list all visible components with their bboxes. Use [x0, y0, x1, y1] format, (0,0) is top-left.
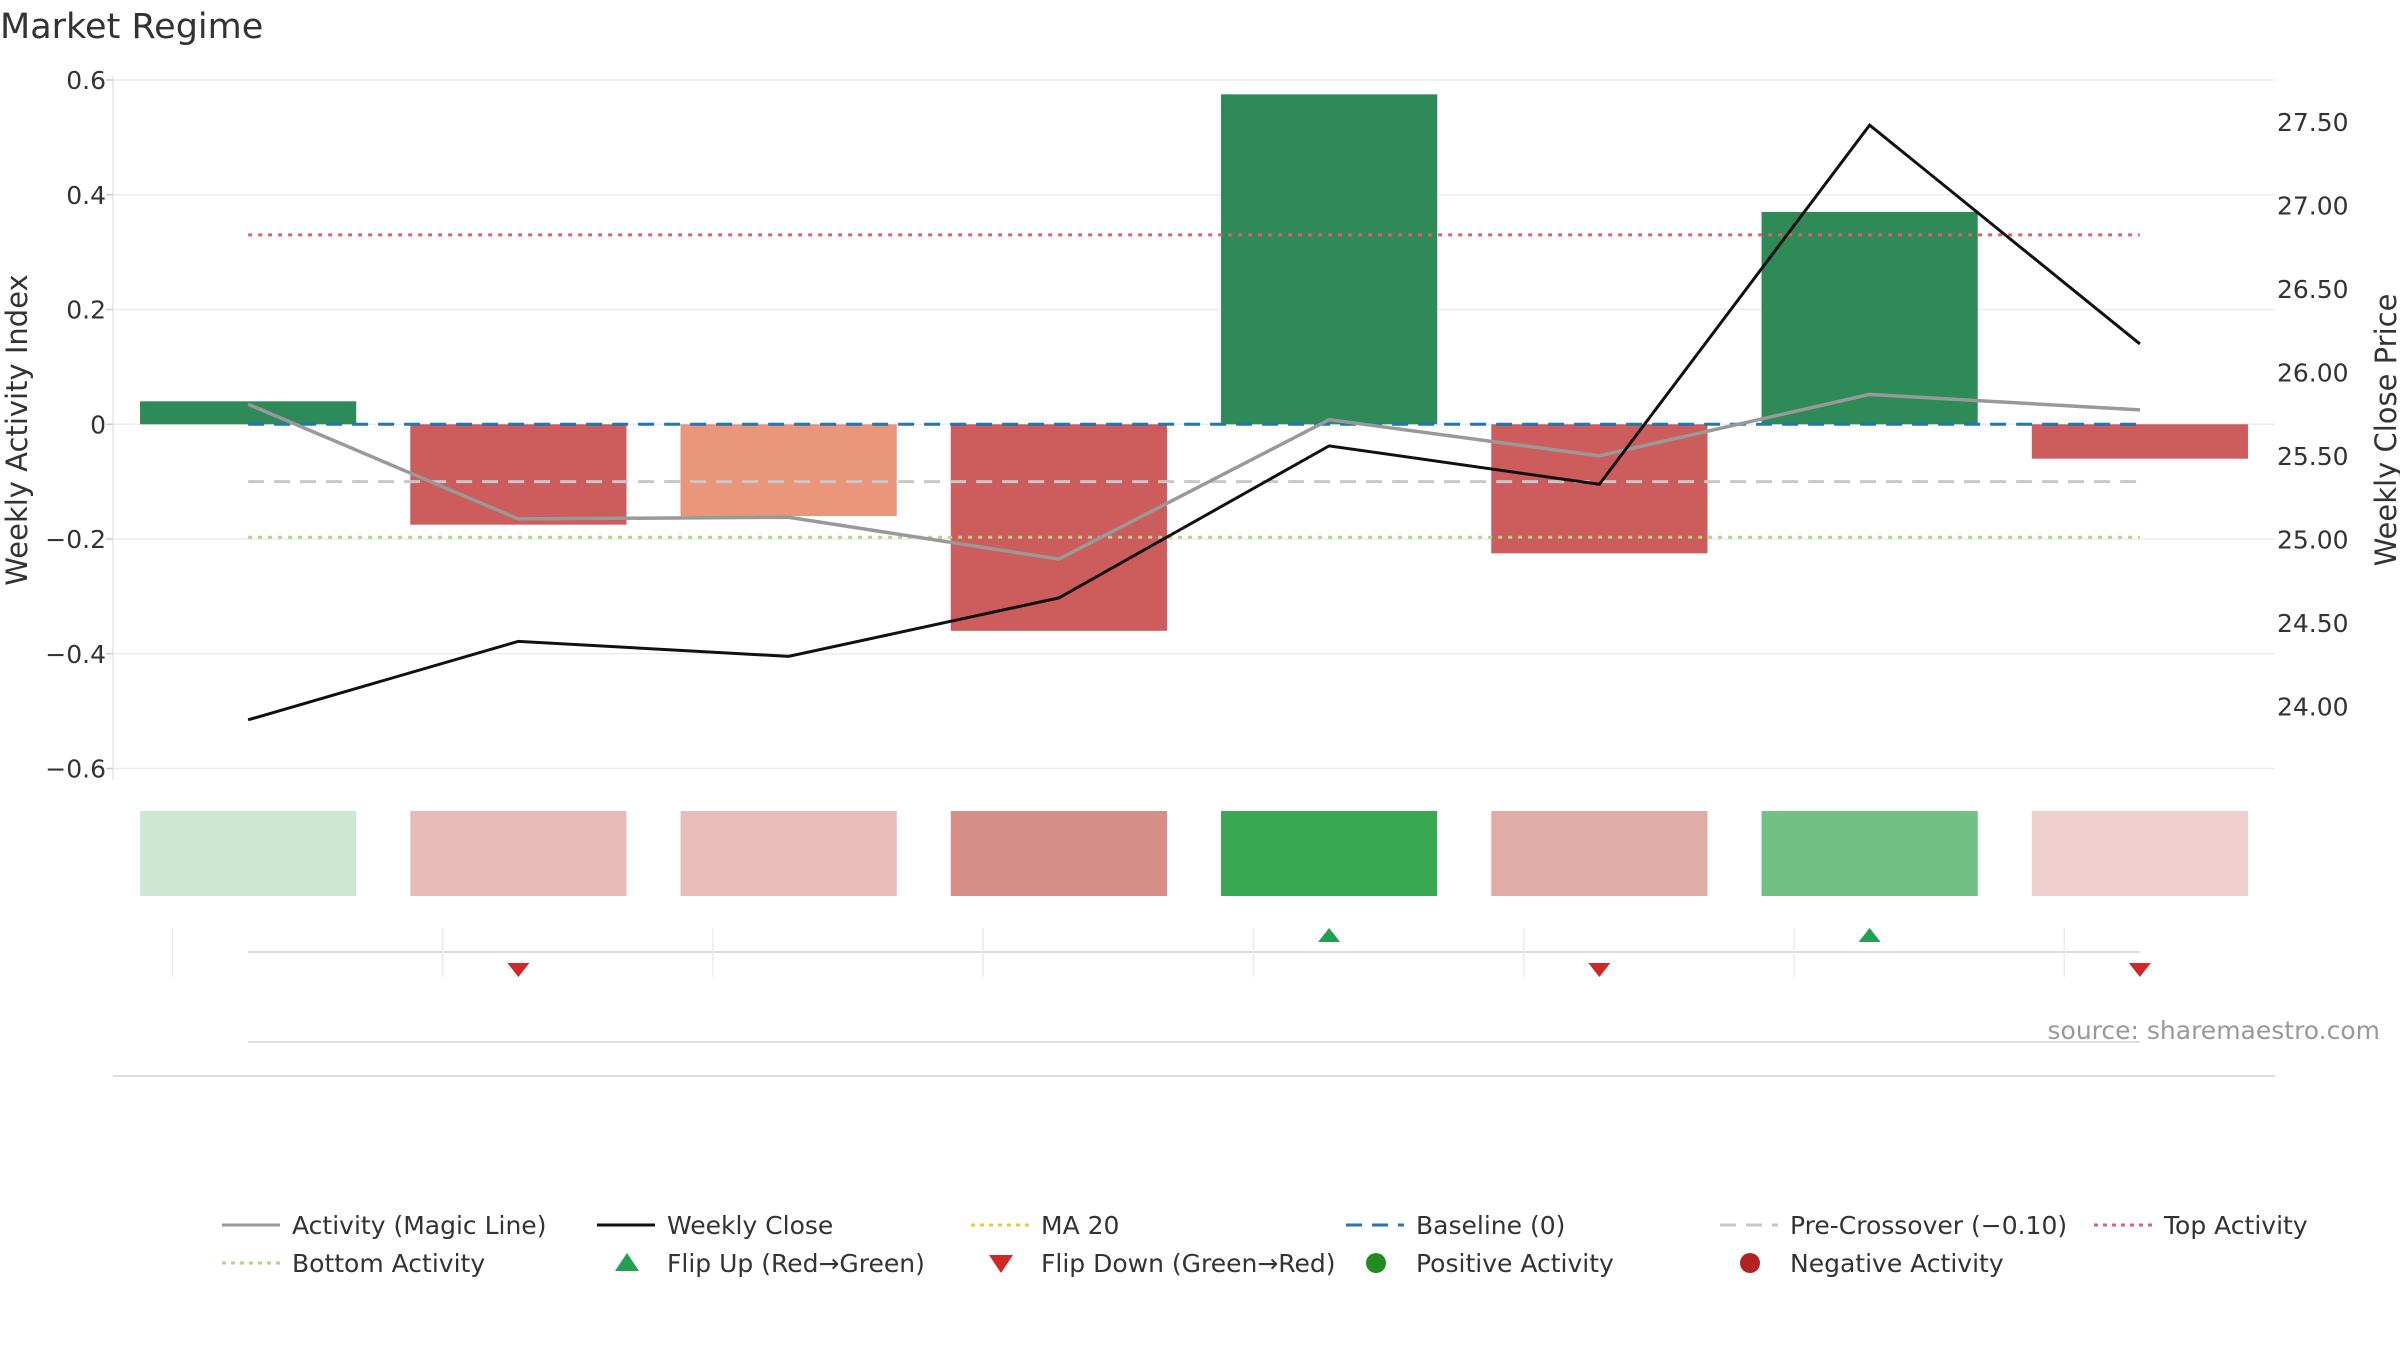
left-axis-label: Weekly Activity Index	[0, 274, 34, 585]
activity-bar	[950, 424, 1167, 631]
flip-up-marker	[1318, 928, 1341, 942]
legend-item: Flip Up (Red→Green)	[615, 1249, 925, 1278]
heat-strip-cell	[1221, 811, 1438, 896]
activity-bar	[680, 424, 897, 517]
legend-label: Flip Up (Red→Green)	[667, 1249, 925, 1278]
legend-swatch	[615, 1253, 639, 1271]
legend-label: Negative Activity	[1790, 1249, 2004, 1278]
left-tick-label: −0.2	[45, 525, 106, 554]
heat-strip-cell	[410, 811, 627, 896]
activity-bar	[140, 401, 357, 425]
lines-layer	[247, 122, 2141, 722]
flip-up-marker	[1858, 928, 1881, 942]
left-tick-label: 0.4	[66, 181, 106, 210]
activity-bar	[1491, 424, 1708, 554]
right-tick-label: 25.50	[2277, 442, 2349, 471]
left-tick-label: −0.4	[45, 640, 106, 669]
right-tick-label: 27.50	[2277, 108, 2349, 137]
flip-down-marker	[2128, 963, 2151, 977]
legend-item: MA 20	[971, 1211, 1119, 1240]
heat-strip-cell	[1761, 811, 1978, 896]
legend-label: Pre-Crossover (−0.10)	[1790, 1211, 2067, 1240]
right-tick-label: 26.50	[2277, 275, 2349, 304]
heat-strip-cell	[680, 811, 897, 896]
reference-lines-layer	[248, 233, 2140, 539]
left-tick-label: 0	[90, 410, 106, 439]
left-tick-label: 0.6	[66, 66, 106, 95]
activity-bar	[1761, 211, 1978, 425]
right-tick-label: 27.00	[2277, 191, 2349, 220]
right-tick-label: 25.00	[2277, 525, 2349, 554]
heat-strip-cell	[140, 811, 357, 896]
flip-markers-layer	[113, 928, 2275, 1077]
right-tick-label: 24.50	[2277, 609, 2349, 638]
activity-bar	[410, 424, 627, 525]
legend-label: MA 20	[1041, 1211, 1119, 1240]
flip-down-marker	[1588, 963, 1611, 977]
legend-swatch	[1366, 1253, 1386, 1273]
heat-strip-cell	[2031, 811, 2248, 896]
right-tick-label: 26.00	[2277, 358, 2349, 387]
heat-strip-cell	[950, 811, 1167, 896]
legend: Activity (Magic Line) Weekly Close MA 20 Ba…	[222, 1211, 2308, 1278]
legend-swatch	[989, 1255, 1013, 1273]
ticks-layer: 0.6 0.4 0.2 0 −0.2 −0.4 −0.6 27.50 27.00 26.50 26.…	[45, 66, 2348, 784]
left-tick-label: −0.6	[45, 755, 106, 784]
magic-line	[247, 392, 2140, 561]
legend-item: Pre-Crossover (−0.10)	[1720, 1211, 2067, 1240]
weekly-close-line	[247, 122, 2141, 722]
activity-bar	[2031, 424, 2248, 459]
legend-label: Positive Activity	[1416, 1249, 1614, 1278]
legend-item: Flip Down (Green→Red)	[989, 1249, 1336, 1278]
legend-item: Positive Activity	[1366, 1249, 1614, 1278]
legend-label: Baseline (0)	[1416, 1211, 1565, 1240]
heat-strip-cell	[1491, 811, 1708, 896]
legend-item: Bottom Activity	[222, 1249, 485, 1278]
flip-down-marker	[507, 963, 530, 977]
right-axis-label: Weekly Close Price	[2369, 294, 2400, 567]
legend-label: Flip Down (Green→Red)	[1041, 1249, 1336, 1278]
right-tick-label: 24.00	[2277, 692, 2349, 721]
legend-item: Activity (Magic Line)	[222, 1211, 546, 1240]
activity-bar	[1221, 94, 1438, 425]
heat-strip-layer	[140, 811, 2248, 896]
chart-title: Market Regime	[0, 7, 263, 47]
legend-item: Weekly Close	[597, 1211, 833, 1240]
legend-item: Baseline (0)	[1346, 1211, 1565, 1240]
legend-item: Top Activity	[2094, 1211, 2308, 1240]
left-tick-label: 0.2	[66, 296, 106, 325]
legend-label: Bottom Activity	[292, 1249, 485, 1278]
legend-swatch	[1740, 1253, 1760, 1273]
source-label: source: sharemaestro.com	[2048, 1016, 2381, 1045]
legend-label: Top Activity	[2163, 1211, 2308, 1240]
legend-label: Weekly Close	[667, 1211, 833, 1240]
legend-label: Activity (Magic Line)	[292, 1211, 546, 1240]
legend-item: Negative Activity	[1740, 1249, 2004, 1278]
